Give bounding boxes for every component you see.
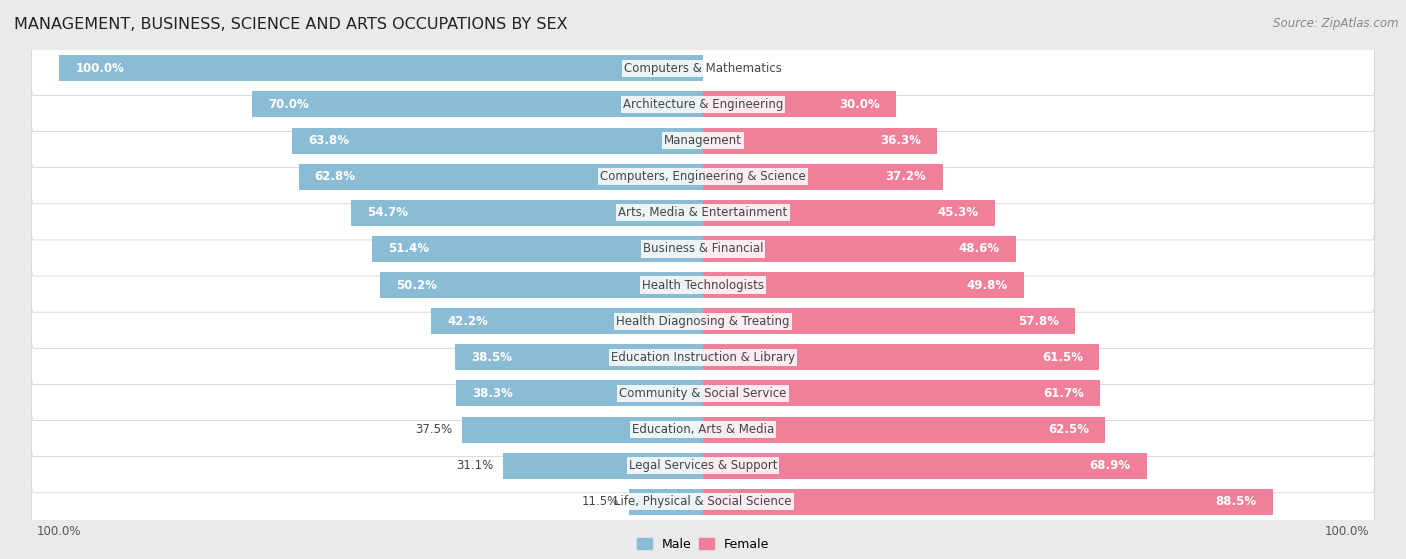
- Bar: [703, 127, 936, 154]
- Bar: [380, 272, 703, 298]
- Bar: [352, 200, 703, 226]
- Text: Architecture & Engineering: Architecture & Engineering: [623, 98, 783, 111]
- Bar: [457, 381, 703, 406]
- FancyBboxPatch shape: [31, 402, 1375, 457]
- Text: 42.2%: 42.2%: [447, 315, 488, 328]
- Text: 62.5%: 62.5%: [1049, 423, 1090, 436]
- Bar: [703, 308, 1076, 334]
- Bar: [703, 453, 1147, 479]
- Bar: [432, 308, 703, 334]
- Text: Health Diagnosing & Treating: Health Diagnosing & Treating: [616, 315, 790, 328]
- Text: 51.4%: 51.4%: [388, 243, 429, 255]
- Text: Legal Services & Support: Legal Services & Support: [628, 459, 778, 472]
- Text: Source: ZipAtlas.com: Source: ZipAtlas.com: [1274, 17, 1399, 30]
- Text: 68.9%: 68.9%: [1090, 459, 1130, 472]
- Bar: [703, 272, 1024, 298]
- Bar: [461, 416, 703, 443]
- Text: 30.0%: 30.0%: [839, 98, 880, 111]
- FancyBboxPatch shape: [31, 366, 1375, 420]
- Text: Management: Management: [664, 134, 742, 147]
- Text: Education Instruction & Library: Education Instruction & Library: [612, 351, 794, 364]
- Text: Health Technologists: Health Technologists: [643, 278, 763, 292]
- FancyBboxPatch shape: [31, 77, 1375, 131]
- FancyBboxPatch shape: [31, 41, 1375, 96]
- FancyBboxPatch shape: [31, 439, 1375, 493]
- Text: MANAGEMENT, BUSINESS, SCIENCE AND ARTS OCCUPATIONS BY SEX: MANAGEMENT, BUSINESS, SCIENCE AND ARTS O…: [14, 17, 568, 32]
- Text: 62.8%: 62.8%: [315, 170, 356, 183]
- FancyBboxPatch shape: [31, 258, 1375, 312]
- Bar: [373, 236, 703, 262]
- Text: 45.3%: 45.3%: [938, 206, 979, 219]
- FancyBboxPatch shape: [31, 113, 1375, 168]
- Legend: Male, Female: Male, Female: [631, 533, 775, 556]
- Text: Community & Social Service: Community & Social Service: [619, 387, 787, 400]
- Text: 57.8%: 57.8%: [1018, 315, 1059, 328]
- Bar: [703, 416, 1105, 443]
- Text: 11.5%: 11.5%: [582, 495, 619, 508]
- Text: 37.2%: 37.2%: [886, 170, 927, 183]
- Text: 61.5%: 61.5%: [1042, 351, 1083, 364]
- Bar: [703, 489, 1272, 515]
- Bar: [298, 164, 703, 190]
- Text: 37.5%: 37.5%: [415, 423, 451, 436]
- Bar: [703, 236, 1017, 262]
- Text: 70.0%: 70.0%: [269, 98, 309, 111]
- FancyBboxPatch shape: [31, 150, 1375, 204]
- Bar: [703, 200, 994, 226]
- Text: 49.8%: 49.8%: [966, 278, 1008, 292]
- Bar: [503, 453, 703, 479]
- Bar: [703, 344, 1099, 370]
- Bar: [703, 164, 942, 190]
- Bar: [703, 92, 896, 117]
- FancyBboxPatch shape: [31, 222, 1375, 276]
- Text: 38.5%: 38.5%: [471, 351, 512, 364]
- Text: 54.7%: 54.7%: [367, 206, 408, 219]
- Bar: [628, 489, 703, 515]
- Text: Arts, Media & Entertainment: Arts, Media & Entertainment: [619, 206, 787, 219]
- Text: 36.3%: 36.3%: [880, 134, 921, 147]
- FancyBboxPatch shape: [31, 330, 1375, 385]
- Bar: [703, 381, 1101, 406]
- Text: 63.8%: 63.8%: [308, 134, 349, 147]
- Text: 100.0%: 100.0%: [76, 62, 124, 75]
- Text: Computers & Mathematics: Computers & Mathematics: [624, 62, 782, 75]
- Bar: [292, 127, 703, 154]
- FancyBboxPatch shape: [31, 294, 1375, 348]
- Bar: [252, 92, 703, 117]
- Text: 38.3%: 38.3%: [472, 387, 513, 400]
- FancyBboxPatch shape: [31, 475, 1375, 529]
- Text: 31.1%: 31.1%: [456, 459, 494, 472]
- Text: Business & Financial: Business & Financial: [643, 243, 763, 255]
- Text: Computers, Engineering & Science: Computers, Engineering & Science: [600, 170, 806, 183]
- Text: 88.5%: 88.5%: [1216, 495, 1257, 508]
- Text: 50.2%: 50.2%: [396, 278, 437, 292]
- Text: Education, Arts & Media: Education, Arts & Media: [631, 423, 775, 436]
- Text: 48.6%: 48.6%: [959, 243, 1000, 255]
- Bar: [59, 55, 703, 82]
- Bar: [456, 344, 703, 370]
- Text: Life, Physical & Social Science: Life, Physical & Social Science: [614, 495, 792, 508]
- FancyBboxPatch shape: [31, 186, 1375, 240]
- Text: 61.7%: 61.7%: [1043, 387, 1084, 400]
